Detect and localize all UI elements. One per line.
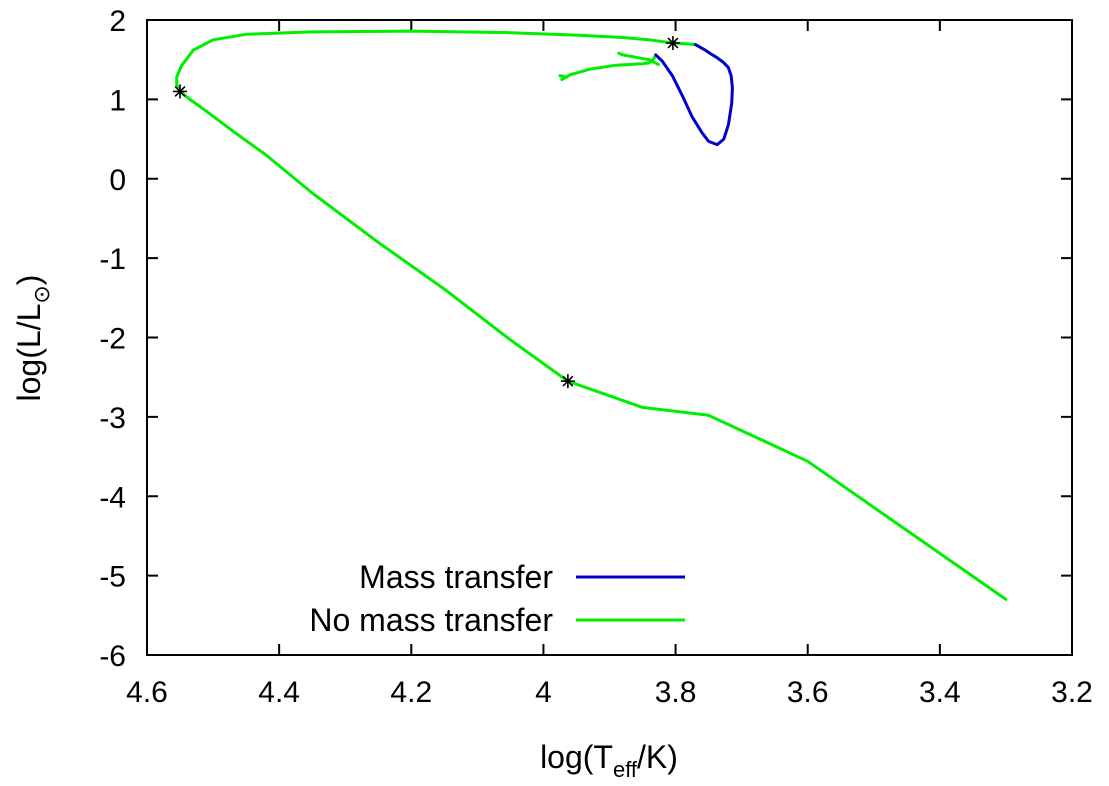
plot-frame [146, 19, 1073, 656]
legend: Mass transfer No mass transfer [309, 559, 685, 638]
asterisk-marker [173, 84, 188, 99]
mass-transfer-track [654, 43, 734, 147]
y-tick-label: -1 [99, 243, 126, 276]
y-axis-label: log(L/L⊙) [11, 275, 54, 402]
y-tick-label: -4 [99, 481, 126, 514]
no-mass-transfer-track [178, 89, 1008, 601]
no-mass-transfer-track [560, 53, 658, 81]
marker-layer [173, 36, 680, 389]
y-tick-label: 1 [109, 84, 126, 117]
x-tick-label: 3.4 [919, 676, 961, 709]
x-tick-label: 4.4 [258, 676, 300, 709]
x-axis-label: log(Teff/K) [540, 739, 678, 782]
y-tick-label: 0 [109, 164, 126, 197]
asterisk-marker [560, 374, 575, 389]
x-tick-label: 4 [535, 676, 552, 709]
x-tick-label: 3.8 [655, 676, 697, 709]
no-mass-transfer-track [558, 74, 569, 81]
x-tick-label: 4.6 [126, 676, 168, 709]
y-tick-label: -5 [99, 561, 126, 594]
axis-tick-labels: 4.6 4.4 4.2 4 3.8 3.6 3.4 3.2 -6 -5 -4 -3 -2 -1 0 1 2 [99, 5, 1093, 709]
x-tick-label: 4.2 [390, 676, 432, 709]
series-layer [175, 29, 1008, 601]
y-tick-label: -3 [99, 402, 126, 435]
x-tick-label: 3.2 [1051, 676, 1093, 709]
x-tick-label: 3.6 [787, 676, 829, 709]
legend-label: No mass transfer [309, 602, 553, 638]
no-mass-transfer-track [175, 29, 697, 93]
y-tick-label: 2 [109, 5, 126, 38]
legend-label: Mass transfer [359, 559, 553, 595]
y-tick-label: -6 [99, 640, 126, 673]
asterisk-marker [665, 36, 680, 51]
axis-ticks [147, 20, 1072, 655]
y-tick-label: -2 [99, 323, 126, 356]
